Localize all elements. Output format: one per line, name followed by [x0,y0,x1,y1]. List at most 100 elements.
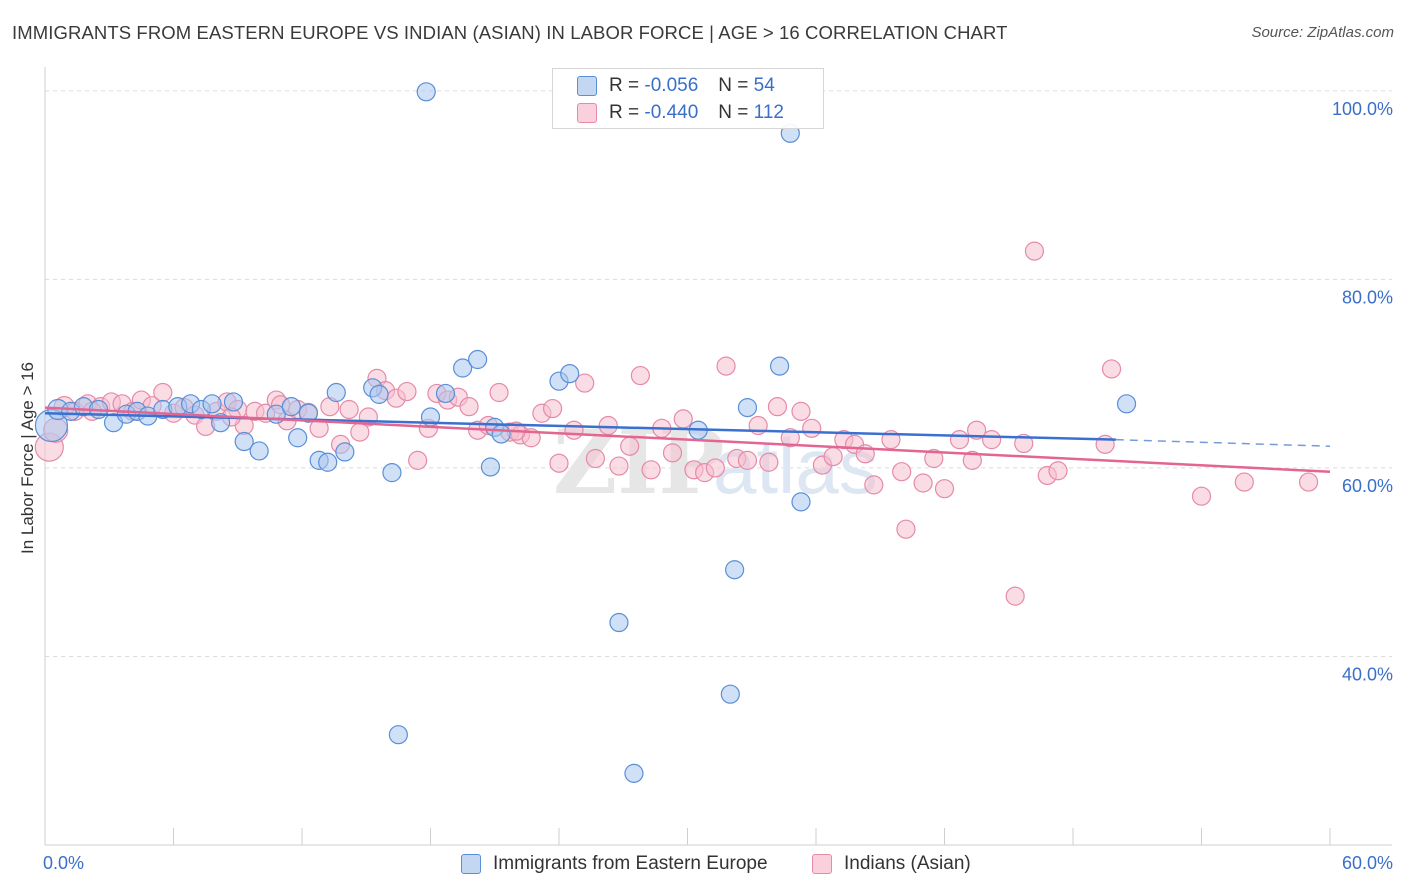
x-tick-label: 60.0% [1342,853,1393,873]
indians-asian-point [967,420,987,440]
legend-r-label: R = [609,102,640,123]
indians-asian-point [1005,586,1025,606]
indians-asian-point [1298,472,1319,492]
eastern-europe-point [369,384,389,404]
eastern-europe-point [1116,394,1137,414]
bottom-legend-swatch-blue [461,854,481,874]
indians-asian-point [864,475,884,495]
eastern-europe-point [416,82,436,102]
tick-labels: 100.0% 80.0% 60.0% 40.0% 0.0% 60.0% [43,99,1393,873]
eastern-europe-point [725,560,745,580]
legend-n-label: N = [718,75,749,96]
eastern-europe-point [769,356,790,376]
trend-lines [44,406,1331,473]
indians-asian-point [662,443,683,463]
eastern-europe-point [435,383,456,404]
indians-asian-point [673,409,693,429]
legend-swatch-pink [577,103,597,123]
legend-r-value: -0.056 [644,75,699,96]
indians-asian-point [620,436,640,456]
indians-asian-point [791,401,811,421]
bottom-legend-label: Immigrants from Eastern Europe [493,853,768,874]
legend-n-value: 112 [753,102,784,123]
indians-asian-point [542,398,563,419]
indians-asian-point [896,519,916,539]
indians-asian-point [924,448,944,469]
stats-legend: R = -0.056 N = 54 R = -0.440 N = 112 [552,68,824,129]
eastern-europe-point [288,428,308,448]
legend-r-label: R = [609,75,640,96]
indians-asian-point [1048,461,1068,481]
eastern-europe-point [335,442,355,462]
y-axis-label: In Labor Force | Age > 16 [18,362,37,554]
eastern-europe-point [382,463,402,483]
eastern-europe-point [453,358,473,378]
indians-asian-point [759,452,779,472]
indians-asian-point [397,381,417,402]
indians-asian-point [459,397,479,417]
y-tick-label: 40.0% [1342,664,1393,684]
eastern-europe-point [202,394,222,414]
chart-title: IMMIGRANTS FROM EASTERN EUROPE VS INDIAN… [12,22,1008,43]
x-tick-label: 0.0% [43,853,84,873]
series-eastern-europe-points [34,82,1137,783]
y-tick-label: 100.0% [1332,99,1393,119]
indians-asian-point [585,448,606,469]
indians-asian-point [1024,241,1045,261]
bottom-legend-label: Indians (Asian) [844,853,971,874]
indians-asian-point [575,373,595,393]
indians-asian-point [705,458,725,478]
indians-asian-point [802,418,822,438]
indians-asian-point [1014,433,1034,454]
stats-legend-row-eastern-europe: R = -0.056 N = 54 [577,73,775,99]
eastern-europe-point [326,382,346,403]
legend-n-value: 54 [753,75,775,96]
indians-asian-point [982,430,1002,450]
y-tick-label: 60.0% [1342,476,1393,496]
eastern-europe-point [468,349,488,370]
indians-asian-point [767,397,788,417]
eastern-europe-point [318,452,338,472]
indians-asian-point [630,365,650,386]
source-label: Source: ZipAtlas.com [1251,24,1394,41]
indians-asian-point [564,420,584,440]
eastern-europe-point [624,763,644,783]
eastern-europe-point [491,424,511,444]
eastern-europe-point [737,397,758,418]
indians-asian-point [913,473,933,493]
legend-n-label: N = [718,102,749,123]
trend-line-eastern-europe-extension [1115,438,1331,447]
bottom-legend-eastern-europe: Immigrants from Eastern Europe [461,851,768,877]
indians-asian-point [153,382,173,403]
indians-asian-point [641,460,661,480]
indians-asian-point [598,415,618,436]
indians-asian-point [339,399,359,420]
indians-asian-point [823,447,843,467]
stats-legend-row-indians-asian: R = -0.440 N = 112 [577,100,784,126]
eastern-europe-point [388,725,408,745]
indians-asian-point [949,430,970,450]
grid-lines [45,90,1392,657]
indians-asian-point [934,479,955,499]
indians-asian-point [1101,359,1122,379]
indians-asian-point [1234,472,1254,492]
eastern-europe-point [560,364,580,384]
indians-asian-point [737,450,758,470]
eastern-europe-point [234,431,254,452]
y-tick-label: 80.0% [1342,287,1393,307]
eastern-europe-point [281,397,301,417]
eastern-europe-point [480,457,501,477]
indians-asian-point [780,428,800,448]
indians-asian-point [1191,486,1212,506]
indians-asian-point [892,462,912,482]
eastern-europe-point [791,492,811,512]
indians-asian-point [489,382,509,403]
legend-swatch-blue [577,76,597,96]
legend-r-value: -0.440 [644,102,699,123]
eastern-europe-point [223,392,244,412]
indians-asian-point [962,450,982,470]
indians-asian-point [549,453,569,473]
eastern-europe-point [249,441,269,461]
indians-asian-point [716,356,736,376]
